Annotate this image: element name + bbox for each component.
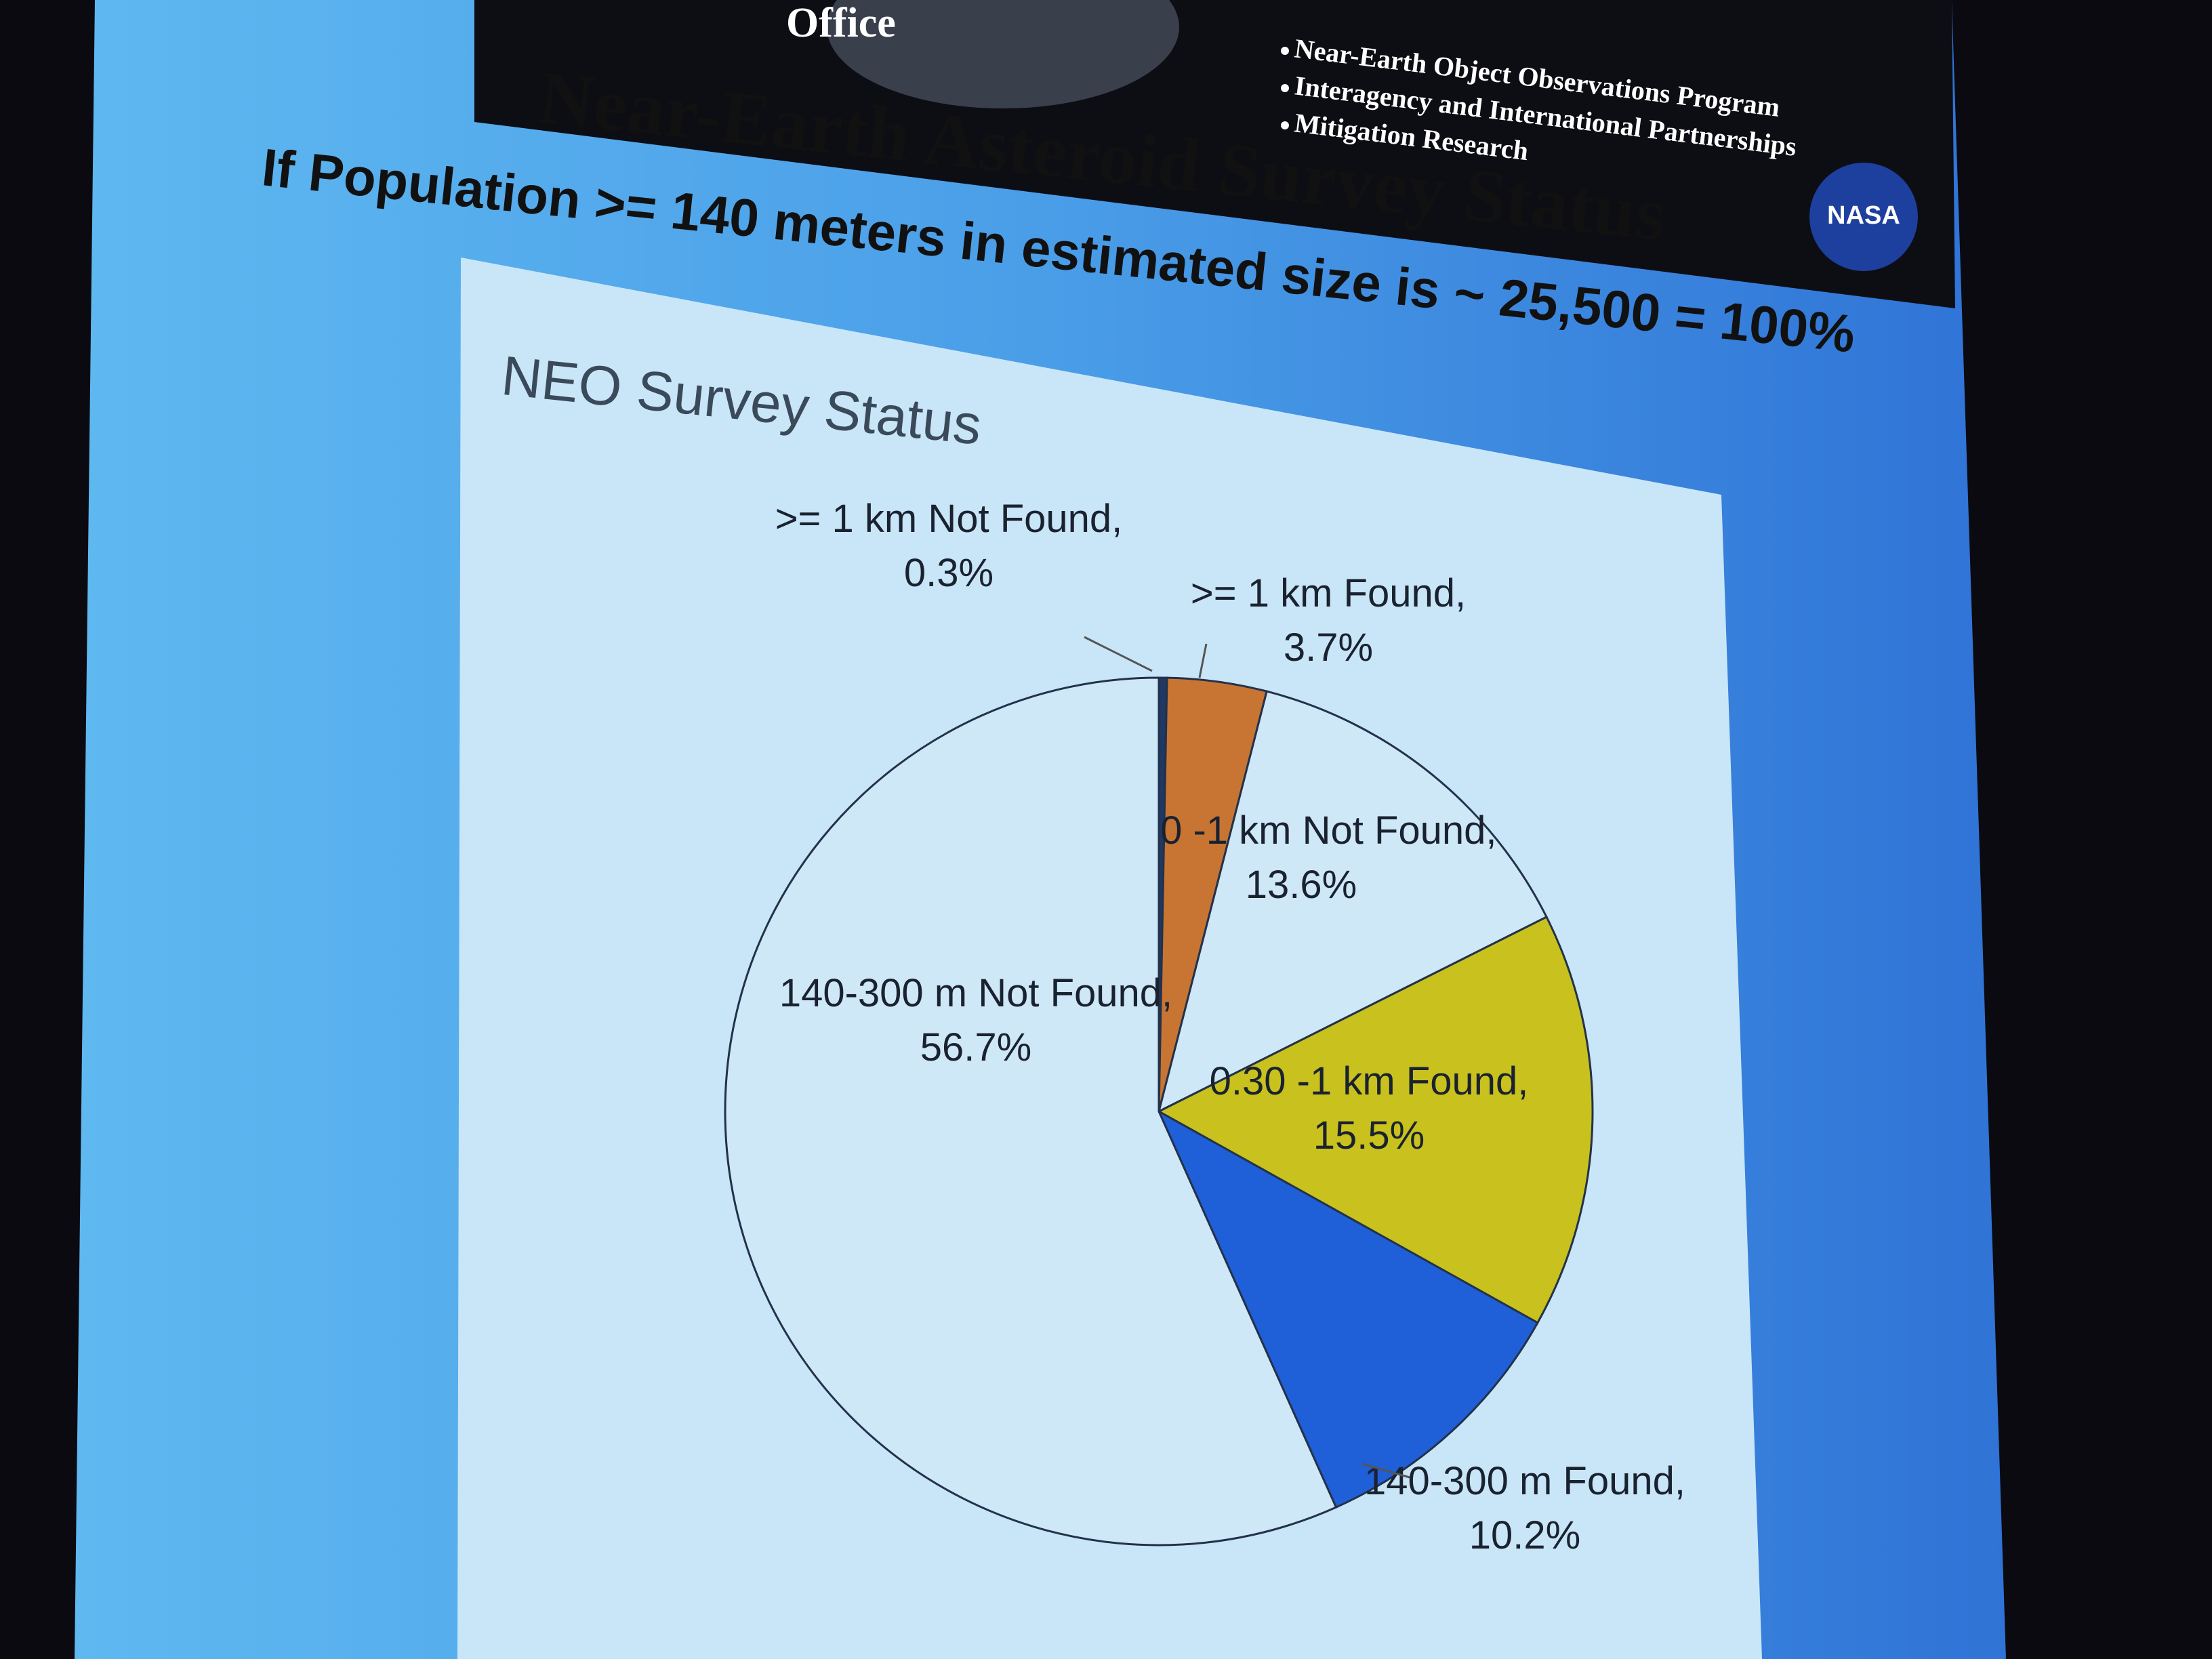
leader-line <box>1084 636 1153 672</box>
label-value: 13.6% <box>1246 863 1357 907</box>
label-category: >= 1 km Found, <box>1191 571 1466 615</box>
label-value: 10.2% <box>1469 1513 1580 1557</box>
slide-banner <box>474 0 1955 308</box>
nasa-logo <box>1809 163 1918 271</box>
bullet-dot <box>1281 47 1289 55</box>
bullet-dot <box>1281 84 1289 92</box>
data-label: 140-300 m Not Found, 56.7% <box>779 971 1172 1069</box>
bullet-dot <box>1281 121 1289 129</box>
label-category: 0.30 -1 km Found, <box>1210 1059 1529 1103</box>
leader-line <box>1198 643 1208 678</box>
data-label: >= 1 km Found, 3.7% <box>1191 571 1466 670</box>
data-label: 0.30 -1 km Found, 15.5% <box>1210 1059 1529 1158</box>
label-value: 3.7% <box>1284 626 1373 670</box>
label-value: 0.3% <box>904 551 994 595</box>
label-category: 140-300 m Not Found, <box>779 971 1172 1015</box>
label-category: 0.30 -1 km Not Found, <box>1105 808 1496 853</box>
pie-slice <box>1156 1109 1539 1509</box>
label-category: >= 1 km Not Found, <box>775 497 1123 541</box>
data-label: >= 1 km Not Found, 0.3% <box>775 497 1123 595</box>
pie-slice <box>1156 916 1594 1324</box>
pie-slice <box>724 676 1338 1547</box>
nasa-logo-text: NASA <box>1827 201 1900 230</box>
leader-line <box>1361 1462 1410 1479</box>
label-category: 140-300 m Found, <box>1364 1459 1685 1503</box>
label-value: 56.7% <box>920 1025 1031 1069</box>
asteroid-image <box>827 0 1179 108</box>
data-label: 0.30 -1 km Not Found, 13.6% <box>1105 808 1496 907</box>
pie-chart: >= 1 km Not Found, 0.3% >= 1 km Found, 3.7%… <box>724 497 1685 1557</box>
label-value: 15.5% <box>1313 1113 1425 1158</box>
data-label: 140-300 m Found, 10.2% <box>1364 1459 1685 1557</box>
pie-slice <box>1157 690 1549 1113</box>
office-text: Office <box>786 0 896 46</box>
